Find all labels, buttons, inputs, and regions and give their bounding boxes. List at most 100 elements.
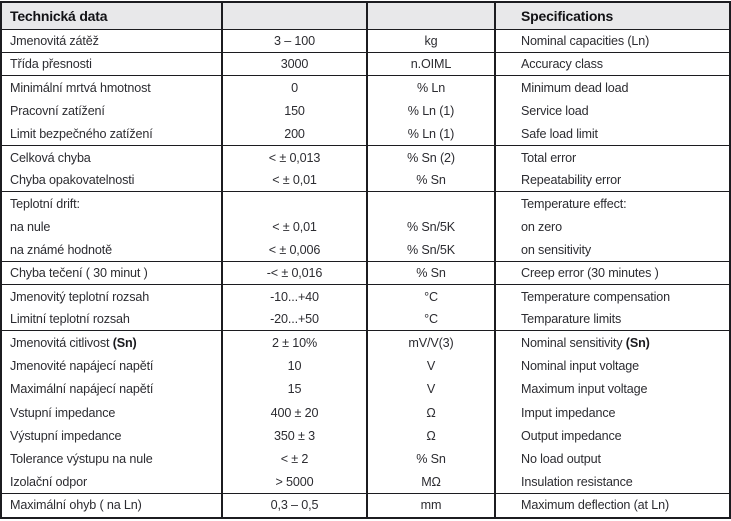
english-label: Insulation resistance	[521, 474, 633, 489]
czech-label: Maximální napájecí napětí	[2, 377, 223, 401]
czech-label: Limit bezpečného zatížení	[2, 122, 223, 145]
value-cell: 200	[223, 122, 368, 145]
value-cell: 2 ± 10%	[223, 331, 368, 355]
value-cell: 150	[223, 99, 368, 123]
table-row: Teplotní drift: Temperature effect:	[2, 192, 729, 216]
unit-cell: kg	[368, 30, 496, 53]
unit-cell: Ω	[368, 401, 496, 425]
english-label: Temperature effect:	[521, 196, 627, 211]
english-label: Safe load limit	[521, 126, 598, 141]
table-row: Jmenovitá zátěž 3 – 100 kg Nominal capac…	[2, 30, 729, 54]
english-label: Accuracy class	[521, 57, 603, 72]
unit-cell: % Sn/5K	[368, 238, 496, 261]
czech-label: Výstupní impedance	[2, 424, 223, 448]
czech-label: Limitní teplotní rozsah	[2, 308, 223, 331]
table-row: Jmenovitá citlivost (Sn) 2 ± 10% mV/V(3)…	[2, 331, 729, 355]
unit-cell: mm	[368, 493, 496, 517]
english-label: Creep error (30 minutes )	[521, 265, 659, 280]
czech-label: Teplotní drift:	[2, 192, 223, 216]
unit-cell: Ω	[368, 424, 496, 448]
unit-cell	[368, 192, 496, 216]
value-cell: < ± 0,01	[223, 215, 368, 239]
unit-cell: n.OIML	[368, 53, 496, 76]
table-row: Maximální napájecí napětí 15 V Maximum i…	[2, 377, 729, 401]
value-cell: 0	[223, 76, 368, 100]
czech-label: Celková chyba	[2, 145, 223, 170]
table-row: Maximální ohyb ( na Ln) 0,3 – 0,5 mm Max…	[2, 493, 729, 517]
czech-label: na známé hodnotě	[2, 238, 223, 261]
czech-label: Pracovní zatížení	[2, 99, 223, 123]
unit-cell: °C	[368, 285, 496, 309]
table-header-row: Technická data Specifications	[2, 3, 729, 30]
english-label: Total error	[521, 150, 577, 165]
unit-cell: V	[368, 354, 496, 378]
value-cell: > 5000	[223, 470, 368, 493]
value-cell: -< ± 0,016	[223, 261, 368, 285]
unit-cell: V	[368, 377, 496, 401]
value-cell: 10	[223, 354, 368, 378]
unit-cell: % Ln (1)	[368, 99, 496, 123]
table-row: Tolerance výstupu na nule < ± 2 % Sn No …	[2, 447, 729, 471]
value-cell: < ± 0,013	[223, 145, 368, 170]
unit-cell: % Sn	[368, 261, 496, 285]
value-cell: -20...+50	[223, 308, 368, 331]
czech-label: Minimální mrtvá hmotnost	[2, 76, 223, 100]
english-label: Maximum deflection (at Ln)	[521, 498, 669, 513]
czech-label: Vstupní impedance	[2, 401, 223, 425]
header-english-title: Specifications	[521, 8, 614, 24]
english-label: Output impedance	[521, 428, 622, 443]
czech-label: Chyba opakovatelnosti	[2, 169, 223, 192]
english-label: Nominal sensitivity (Sn)	[521, 336, 650, 351]
unit-cell: mV/V(3)	[368, 331, 496, 355]
english-label: Repeatability error	[521, 173, 622, 188]
english-label: No load output	[521, 451, 601, 466]
czech-label: Izolační odpor	[2, 470, 223, 493]
unit-cell: % Sn	[368, 169, 496, 192]
unit-cell: °C	[368, 308, 496, 331]
czech-label: Jmenovité napájecí napětí	[2, 354, 223, 378]
english-label: Service load	[521, 104, 589, 119]
czech-label: Chyba tečení ( 30 minut )	[2, 261, 223, 285]
english-label: Temparature limits	[521, 312, 622, 327]
table-row: Chyba opakovatelnosti < ± 0,01 % Sn Repe…	[2, 169, 729, 193]
unit-cell: % Ln (1)	[368, 122, 496, 145]
table-row: Vstupní impedance 400 ± 20 Ω Imput imped…	[2, 401, 729, 425]
english-label: Nominal capacities (Ln)	[521, 34, 650, 49]
value-cell: 0,3 – 0,5	[223, 493, 368, 517]
czech-label: Třída přesnosti	[2, 53, 223, 76]
table-row: Izolační odpor > 5000 MΩ Insulation resi…	[2, 470, 729, 494]
table-row: Jmenovitý teplotní rozsah -10...+40 °C T…	[2, 285, 729, 309]
czech-label: Jmenovitá zátěž	[2, 30, 223, 53]
czech-label: Jmenovitý teplotní rozsah	[2, 285, 223, 309]
value-cell: < ± 0,006	[223, 238, 368, 261]
header-unit-column	[368, 3, 496, 29]
english-label: on zero	[521, 220, 562, 235]
unit-cell: % Ln	[368, 76, 496, 100]
value-cell: -10...+40	[223, 285, 368, 309]
table-row: Chyba tečení ( 30 minut ) -< ± 0,016 % S…	[2, 261, 729, 286]
table-row: Výstupní impedance 350 ± 3 Ω Output impe…	[2, 424, 729, 448]
czech-label: na nule	[2, 215, 223, 239]
czech-label: Maximální ohyb ( na Ln)	[2, 493, 223, 517]
value-cell: 3 – 100	[223, 30, 368, 53]
english-label: Temperature compensation	[521, 289, 671, 304]
english-label: on sensitivity	[521, 242, 591, 257]
czech-label: Tolerance výstupu na nule	[2, 447, 223, 471]
table-row: na nule < ± 0,01 % Sn/5K on zero	[2, 215, 729, 239]
english-label: Minimum dead load	[521, 80, 629, 95]
header-value-column	[223, 3, 368, 29]
english-label: Imput impedance	[521, 405, 616, 420]
english-label: Nominal input voltage	[521, 359, 639, 374]
table-row: Jmenovité napájecí napětí 10 V Nominal i…	[2, 354, 729, 378]
unit-cell: % Sn	[368, 447, 496, 471]
unit-cell: % Sn/5K	[368, 215, 496, 239]
table-row: Pracovní zatížení 150 % Ln (1) Service l…	[2, 99, 729, 123]
value-cell: < ± 0,01	[223, 169, 368, 192]
value-cell: 400 ± 20	[223, 401, 368, 425]
table-row: Celková chyba < ± 0,013 % Sn (2) Total e…	[2, 145, 729, 170]
table-row: Limit bezpečného zatížení 200 % Ln (1) S…	[2, 122, 729, 146]
value-cell: 350 ± 3	[223, 424, 368, 448]
value-cell: 15	[223, 377, 368, 401]
table-row: Třída přesnosti 3000 n.OIML Accuracy cla…	[2, 53, 729, 77]
